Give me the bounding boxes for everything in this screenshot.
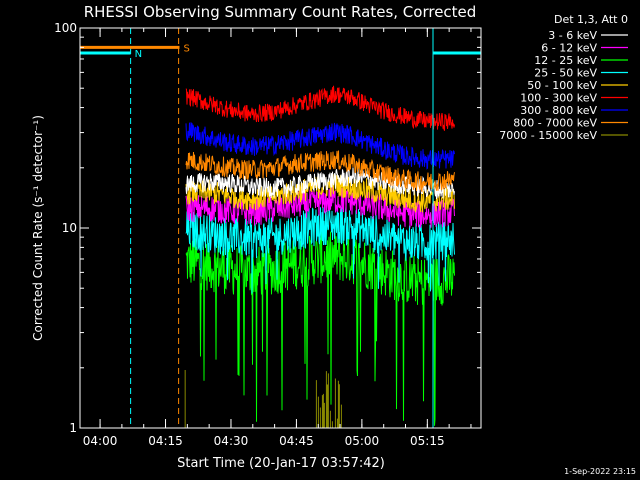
x-axis-label: Start Time (20-Jan-17 03:57:42): [177, 456, 385, 471]
chart-title: RHESSI Observing Summary Count Rates, Co…: [84, 3, 477, 21]
legend-label-9: 7000 - 15000 keV: [499, 129, 597, 142]
y-tick-label-1: 1: [69, 421, 77, 435]
legend-label-8: 800 - 7000 keV: [513, 117, 597, 130]
x-tick-label-6: 05:15: [410, 434, 445, 448]
legend-label-3: 12 - 25 keV: [534, 54, 597, 67]
x-tick-label-4: 04:45: [279, 434, 314, 448]
series-line-3: [185, 187, 455, 228]
legend-label-6: 100 - 300 keV: [520, 92, 597, 105]
legend-label-7: 300 - 800 keV: [520, 104, 597, 117]
legend-label-5: 50 - 100 keV: [527, 79, 597, 92]
y-axis-label: Corrected Count Rate (s⁻¹ detector⁻¹): [31, 115, 45, 341]
timestamp-label: 1-Sep-2022 23:15: [564, 467, 636, 476]
series-line-6: [185, 150, 455, 193]
y-tick-label-3: 100: [54, 21, 77, 35]
x-tick-label-2: 04:15: [148, 434, 183, 448]
series-line-7: [185, 122, 455, 170]
x-tick-label-3: 04:30: [214, 434, 249, 448]
y-tick-label-2: 10: [62, 221, 77, 235]
legend-label-2: 6 - 12 keV: [541, 42, 597, 55]
x-tick-label-1: 04:00: [83, 434, 118, 448]
series-line-2: [185, 205, 455, 294]
series-line-1: [185, 231, 455, 426]
series-line-8: [185, 85, 455, 131]
spike-cluster: [315, 371, 342, 428]
state-bar-label-2: N: [135, 49, 142, 60]
legend-label-1: 3 - 6 keV: [548, 29, 597, 42]
state-bar-label-1: S: [183, 43, 189, 54]
series-line-4: [185, 174, 455, 213]
x-tick-label-5: 05:00: [345, 434, 380, 448]
legend-label-4: 25 - 50 keV: [534, 67, 597, 80]
legend-header: Det 1,3, Att 0: [554, 13, 628, 26]
